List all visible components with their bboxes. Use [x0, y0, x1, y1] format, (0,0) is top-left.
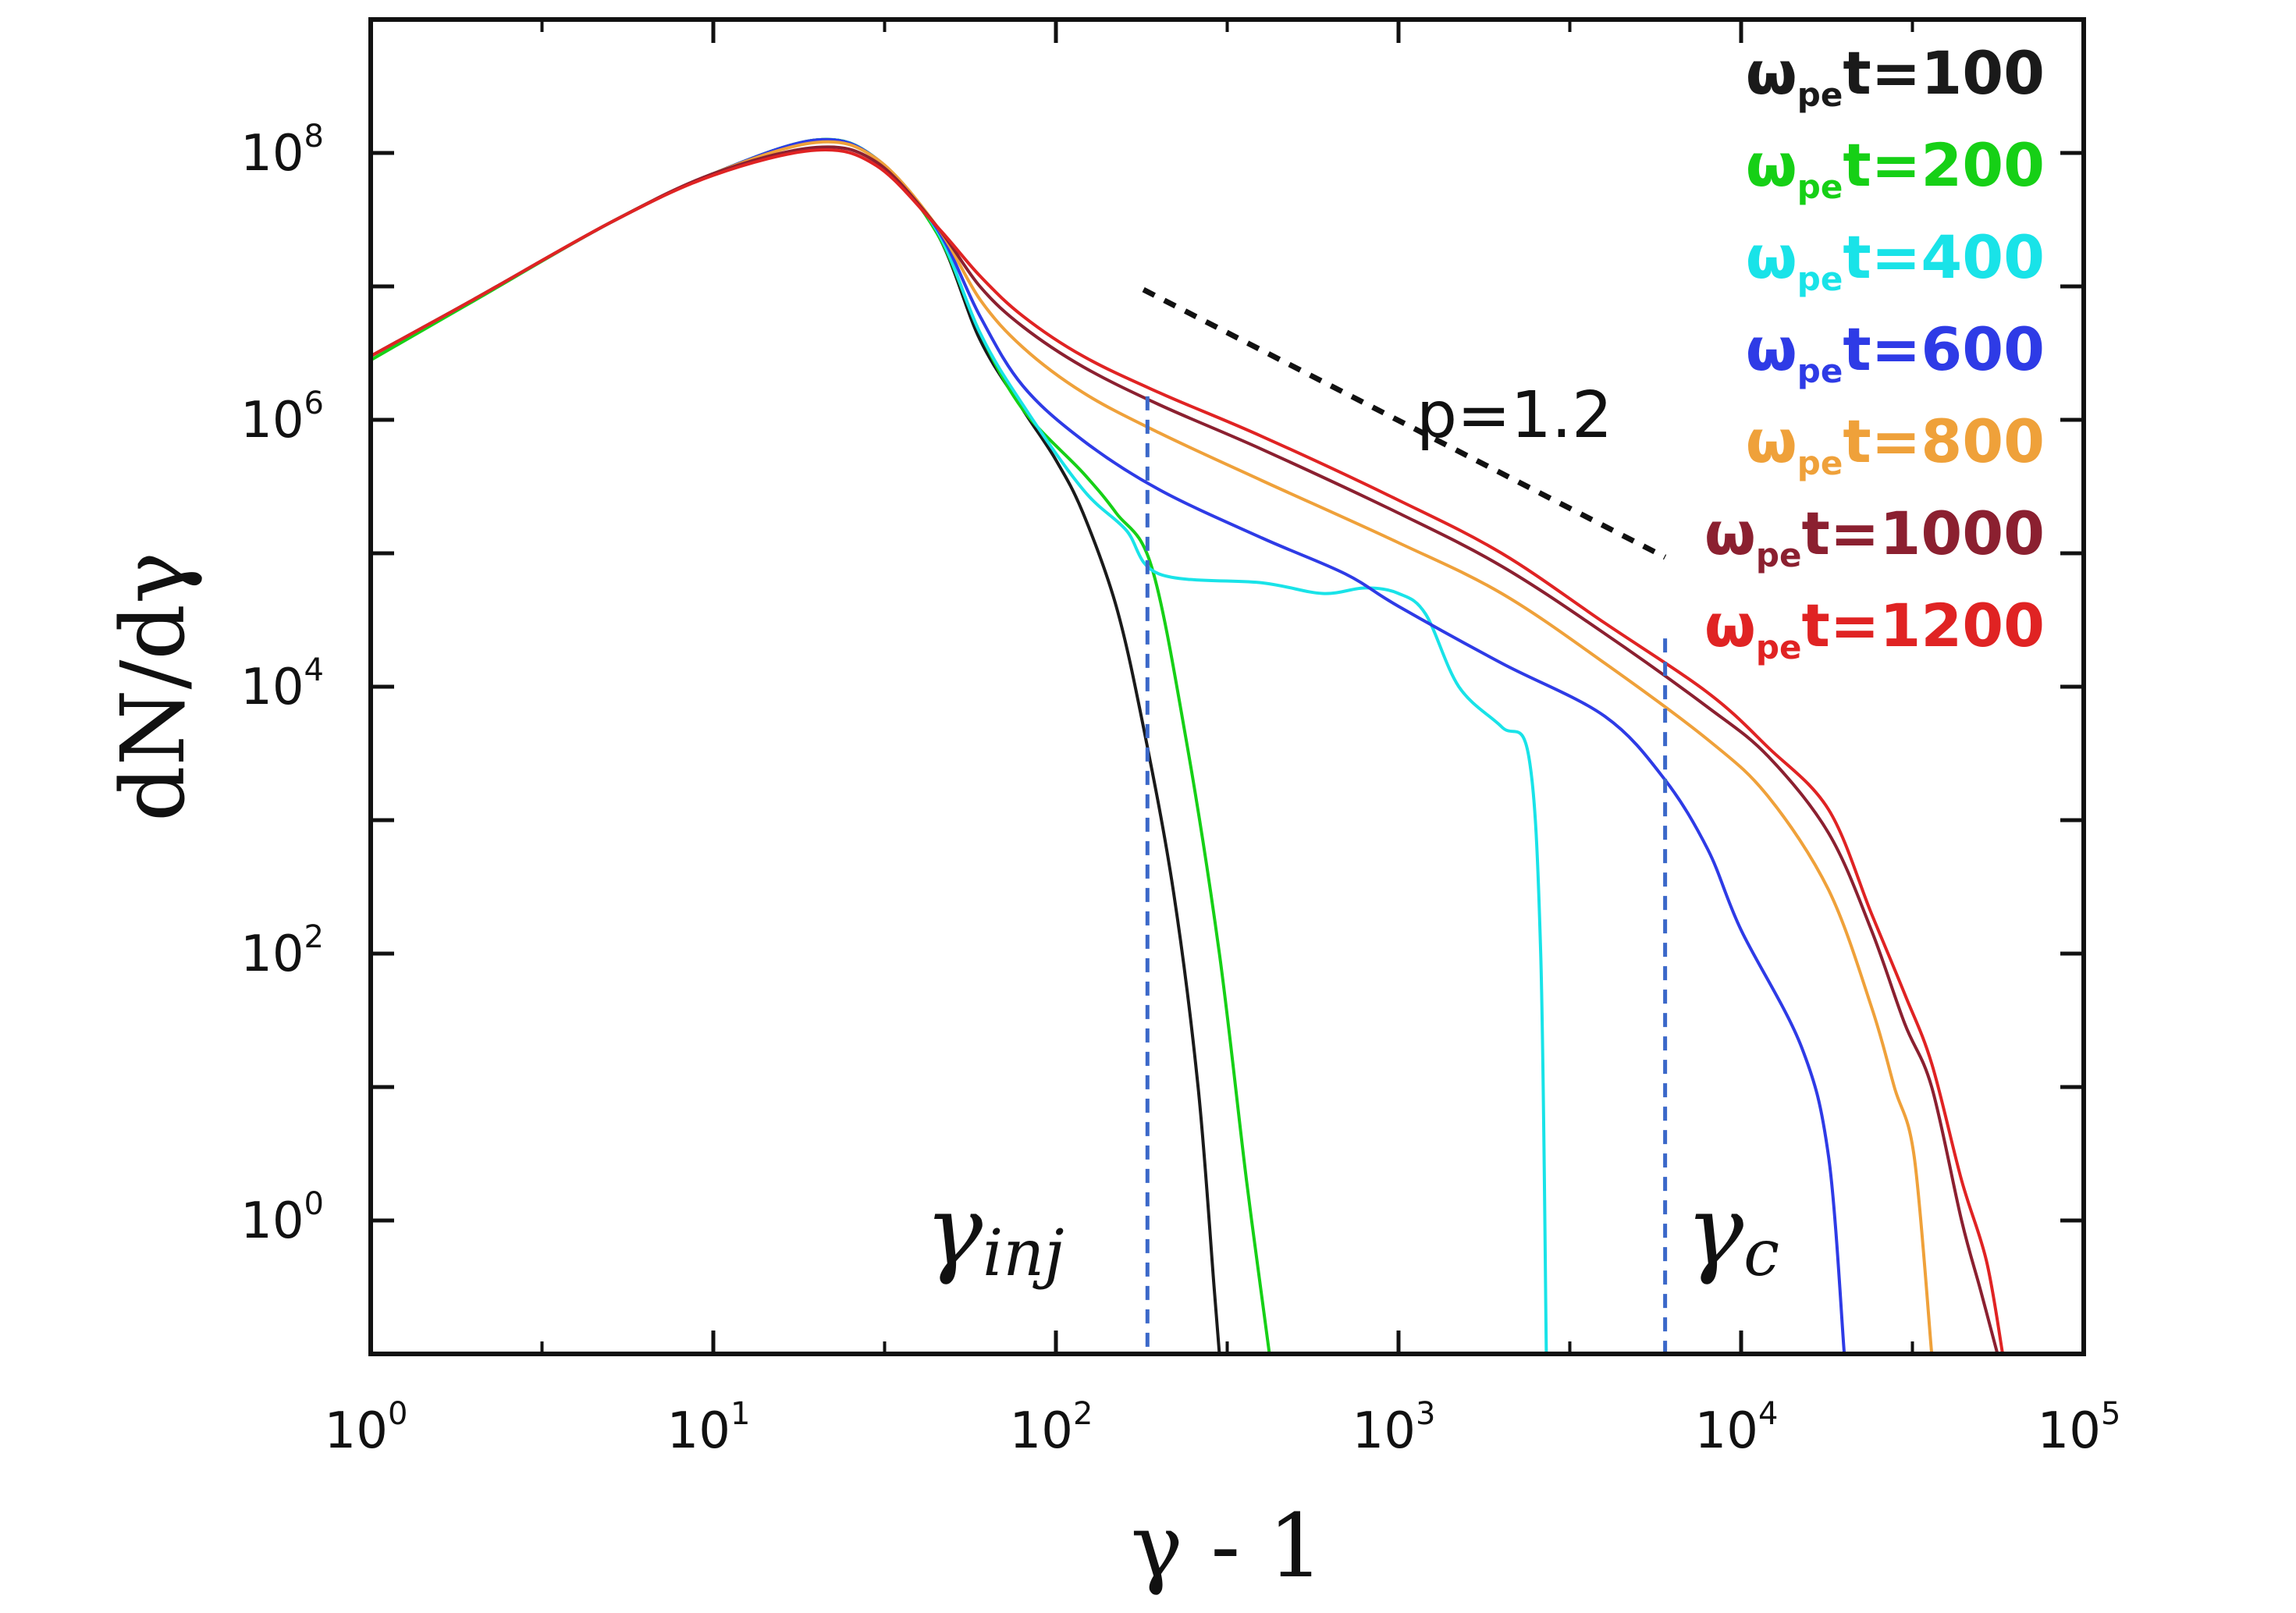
plot-frame	[368, 17, 2086, 1356]
legend-entry: ωpet=400	[1746, 222, 2045, 298]
y-tick-label: 102	[240, 919, 324, 983]
legend-entry: ωpet=1200	[1704, 591, 2045, 666]
power-law-fit-line	[1142, 287, 1667, 560]
x-tick-label: 100	[325, 1396, 408, 1460]
gamma-inj-label: γinj	[925, 1175, 1064, 1291]
series-layer	[371, 137, 2005, 1354]
legend-entry: ωpet=1000	[1704, 499, 2045, 574]
annotation-layer: p=1.2 γinj γc	[925, 287, 1779, 1354]
x-tick-label: 102	[1010, 1396, 1093, 1460]
y-tick-label: 106	[240, 385, 324, 449]
legend-entry: ωpet=200	[1746, 130, 2045, 206]
x-tick-label: 104	[1695, 1396, 1779, 1460]
x-axis-title: γ - 1	[1131, 1496, 1324, 1597]
series-line-t1000	[371, 145, 1999, 1354]
y-tick-label: 100	[240, 1186, 324, 1250]
x-tick-label: 103	[1352, 1396, 1436, 1460]
y-tick-label: 108	[240, 119, 324, 183]
series-line-t1200	[371, 148, 2005, 1354]
y-axis-title: dN/dγ	[103, 552, 204, 822]
legend-entry: ωpet=600	[1746, 314, 2045, 390]
x-tick-label: 101	[667, 1396, 751, 1460]
legend: ωpet=100 ωpet=200 ωpet=400 ωpet=600 ωpet=800…	[1704, 38, 2045, 666]
y-tick-label: 104	[240, 652, 324, 716]
gamma-c-label: γc	[1686, 1175, 1779, 1291]
x-tick-label: 105	[2038, 1396, 2121, 1460]
legend-entry: ωpet=100	[1746, 38, 2045, 114]
tick-labels: 100 101 102 103 104 105 100 102 104 106 108	[240, 119, 2120, 1460]
power-law-label: p=1.2	[1416, 378, 1612, 453]
legend-entry: ωpet=800	[1746, 407, 2045, 482]
